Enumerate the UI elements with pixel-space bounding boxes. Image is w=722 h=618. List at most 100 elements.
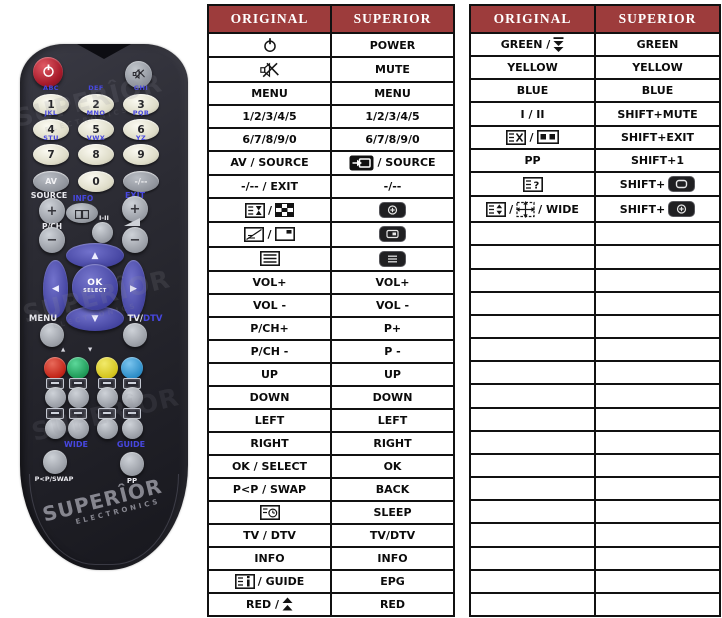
cell-text: GREEN <box>636 38 679 52</box>
table-row <box>469 313 721 340</box>
cell-text: RIGHT <box>373 436 412 450</box>
yellow-button <box>96 357 118 379</box>
column-header: SUPERIOR <box>594 4 721 34</box>
sleep-icon <box>259 504 280 520</box>
key-button-AV: AV <box>33 171 69 192</box>
superior-cell <box>594 499 721 525</box>
cell-text: OK <box>383 459 402 473</box>
power-icon <box>262 37 278 53</box>
up-arrow-icon: ▲ <box>91 250 99 261</box>
function-button <box>97 418 118 439</box>
btn-zoom-icon <box>379 202 406 219</box>
double-window-icon <box>536 130 559 145</box>
i-ii-button <box>92 222 113 243</box>
mosaic-icon <box>275 203 295 218</box>
cell-text: POWER <box>369 38 416 52</box>
menu-button <box>40 323 64 347</box>
cell-text: DOWN <box>249 390 290 404</box>
tv-dtv-button <box>123 323 147 347</box>
ok-label: OK <box>87 278 103 288</box>
superior-cell: SHIFT+MUTE <box>594 101 721 127</box>
cancel-icon <box>506 129 527 145</box>
cell-text: BACK <box>375 482 410 496</box>
original-cell: MENU <box>207 80 332 106</box>
superior-cell: P+ <box>330 315 455 341</box>
cell-text: BLUE <box>516 84 549 98</box>
cell-text: OK / SELECT <box>231 459 308 473</box>
cell-text: VOL - <box>375 298 410 312</box>
cell-text: RIGHT <box>250 436 289 450</box>
superior-cell <box>330 221 455 248</box>
cell-text: / <box>267 227 272 241</box>
original-cell <box>469 337 596 363</box>
column-header: ORIGINAL <box>469 4 596 34</box>
superior-cell <box>594 221 721 247</box>
cell-text: 1/2/3/4/5 <box>242 109 297 123</box>
original-cell: LEFT <box>207 407 332 433</box>
function-button <box>68 387 89 408</box>
table-row <box>469 452 721 479</box>
mute-icon <box>132 65 146 84</box>
cell-text: LEFT <box>377 413 408 427</box>
plus-icon: + <box>129 201 141 217</box>
table-row: UP UP <box>207 361 455 387</box>
index-icon <box>259 251 280 267</box>
key-button-9: 9 <box>123 144 159 165</box>
original-cell: DOWN <box>207 384 332 410</box>
superior-cell: GREEN <box>594 31 721 58</box>
superior-cell <box>594 244 721 270</box>
superior-cell: OK <box>330 453 455 479</box>
pp-button <box>120 452 144 476</box>
original-cell <box>469 406 596 432</box>
digit-letters-label: PQR <box>132 109 150 117</box>
superior-cell <box>594 591 721 618</box>
cell-text: SHIFT+EXIT <box>620 130 695 144</box>
original-cell: / GUIDE <box>207 568 332 594</box>
key-button-3: 3 <box>123 94 159 115</box>
cell-text: VOL+ <box>375 275 410 289</box>
volume-ramp-icon <box>124 218 140 226</box>
table-row <box>469 221 721 247</box>
cell-text: MENU <box>374 86 411 100</box>
superior-cell: MUTE <box>330 56 455 83</box>
cell-text: / <box>509 202 514 216</box>
table-row <box>469 545 721 571</box>
table-row: POWER <box>207 31 455 59</box>
green-button <box>67 357 89 379</box>
cell-text: TV/DTV <box>369 528 416 542</box>
digit-letters-label: STU <box>43 134 59 142</box>
original-cell: / <box>469 124 596 150</box>
tv-dtv-label: TV/DTV <box>114 314 176 324</box>
superior-cell <box>594 429 721 455</box>
cell-text: YELLOW <box>632 61 683 75</box>
superior-cell <box>594 568 721 594</box>
superior-cell: SLEEP <box>330 499 455 525</box>
down-arrow-icon: ▼ <box>91 313 99 324</box>
cell-text: / WIDE <box>538 202 579 216</box>
volume-down-button: − <box>122 227 148 253</box>
mapping-table-right: ORIGINAL SUPERIOR GREEN / GREEN YELLOW YELLOW… <box>469 4 721 618</box>
original-cell <box>469 591 596 618</box>
svg-text:?: ? <box>533 180 539 191</box>
remote-keypad: ABC DEF GHI 1 2 3 JKL MNO PQR 4 5 6 STU VWX YZ 7 8 9 AV 0 -/… <box>20 44 188 570</box>
i-ii-label: I-II <box>99 214 109 222</box>
btn-zoom-icon <box>668 201 696 218</box>
superior-cell: P - <box>330 338 455 364</box>
superior-cell <box>594 313 721 340</box>
btn-format-icon <box>668 176 696 193</box>
original-cell: / <box>207 221 332 248</box>
wide-icon <box>516 200 536 218</box>
digit-letters-label: YZ <box>135 134 147 142</box>
function-button <box>97 387 118 408</box>
table-row <box>469 429 721 455</box>
table-row <box>469 290 721 316</box>
key-button-6: 6 <box>123 119 159 140</box>
plus-icon: + <box>46 203 58 219</box>
table-row <box>469 476 721 502</box>
original-cell: OK / SELECT <box>207 453 332 479</box>
table-row: VOL - VOL - <box>207 292 455 318</box>
table-row: DOWN DOWN <box>207 384 455 410</box>
superior-cell <box>594 337 721 363</box>
table-row: AV / SOURCE / SOURCE <box>207 149 455 176</box>
size-icon <box>486 201 507 217</box>
